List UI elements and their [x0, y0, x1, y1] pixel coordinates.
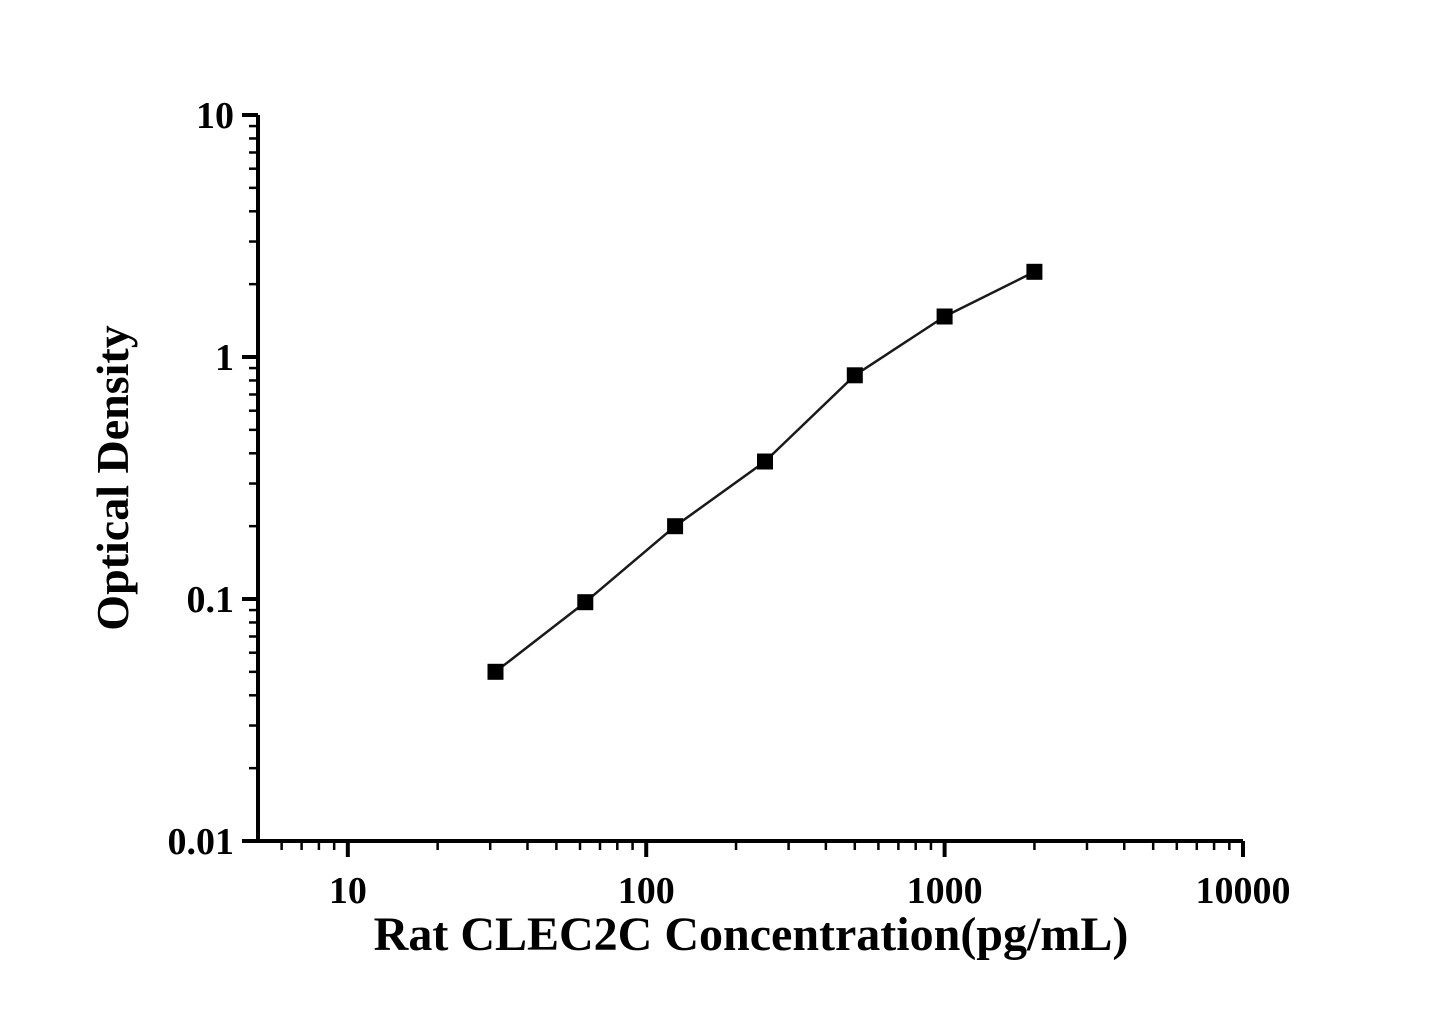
y-axis-tick-label: 0.1	[187, 579, 235, 621]
series-line	[494, 270, 1035, 673]
data-point-marker	[1026, 263, 1043, 280]
y-axis-tick-label: 0.01	[168, 821, 235, 863]
x-axis-tick-label: 10000	[1196, 870, 1291, 912]
data-point-marker	[577, 594, 594, 611]
x-axis-tick-label: 10	[329, 870, 367, 912]
plot-layer: 10 100 1000 10000 0.01 0.1 1 10	[168, 95, 1291, 912]
x-axis-tick-label: 100	[618, 870, 675, 912]
y-axis-title: Optical Density	[87, 325, 138, 630]
data-point-marker	[936, 308, 953, 325]
y-axis-tick-label: 10	[196, 95, 234, 137]
axis-spines	[256, 115, 1243, 843]
y-axis-tick-label: 1	[215, 337, 234, 379]
data-point-marker	[846, 367, 863, 384]
data-point-marker	[487, 663, 504, 680]
data-point-marker	[667, 518, 684, 535]
data-point-marker	[757, 453, 773, 470]
x-axis-tick-label: 1000	[907, 870, 983, 912]
x-axis-title: Rat CLEC2C Concentration(pg/mL)	[374, 908, 1129, 961]
